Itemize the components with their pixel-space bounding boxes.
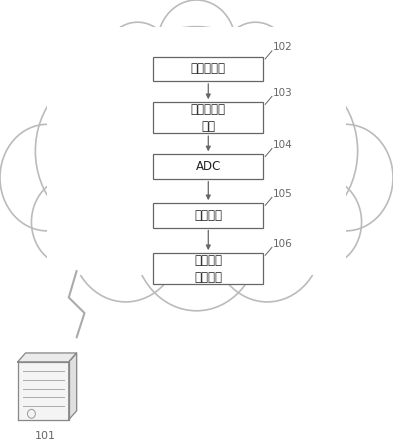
Circle shape xyxy=(0,124,94,231)
Polygon shape xyxy=(18,353,77,362)
Text: 102: 102 xyxy=(273,42,293,52)
Text: 105: 105 xyxy=(273,189,293,199)
Polygon shape xyxy=(69,353,77,420)
Circle shape xyxy=(271,49,342,129)
Circle shape xyxy=(216,71,358,231)
Text: 储存器标识: 储存器标识 xyxy=(191,62,226,75)
Circle shape xyxy=(31,178,110,266)
Text: 106: 106 xyxy=(273,238,293,249)
Circle shape xyxy=(283,178,362,266)
Text: 储存器系统
配置: 储存器系统 配置 xyxy=(191,103,226,133)
FancyBboxPatch shape xyxy=(47,27,346,275)
Text: 101: 101 xyxy=(35,431,56,441)
FancyBboxPatch shape xyxy=(153,253,263,284)
Circle shape xyxy=(299,124,393,231)
Text: 104: 104 xyxy=(273,140,293,150)
Circle shape xyxy=(51,49,122,129)
Text: 温度数据: 温度数据 xyxy=(194,209,222,222)
Circle shape xyxy=(71,178,181,302)
Circle shape xyxy=(86,27,307,275)
Circle shape xyxy=(220,22,291,102)
Text: 校准后的
温度数据: 校准后的 温度数据 xyxy=(194,254,222,284)
FancyBboxPatch shape xyxy=(153,203,263,228)
Polygon shape xyxy=(18,362,69,420)
FancyBboxPatch shape xyxy=(153,154,263,179)
Circle shape xyxy=(35,71,177,231)
Text: ADC: ADC xyxy=(196,160,221,173)
Circle shape xyxy=(212,178,322,302)
Circle shape xyxy=(134,169,259,311)
Text: 103: 103 xyxy=(273,87,293,98)
Circle shape xyxy=(157,0,236,89)
FancyBboxPatch shape xyxy=(153,102,263,133)
FancyBboxPatch shape xyxy=(153,56,263,81)
Circle shape xyxy=(102,22,173,102)
